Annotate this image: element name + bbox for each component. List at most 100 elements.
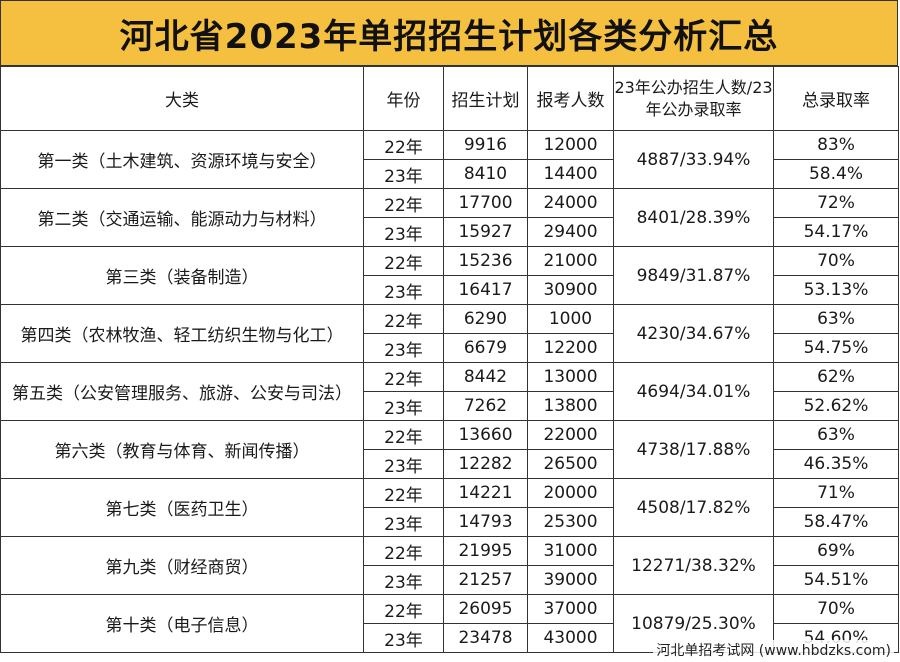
public-cell: 4738/17.88% bbox=[613, 420, 774, 479]
table-row: 第十类（电子信息） 22年 26095 37000 10879/25.30% 70% bbox=[0, 594, 899, 653]
rate-cell: 53.13% bbox=[773, 275, 899, 305]
public-cell: 8401/28.39% bbox=[613, 188, 774, 247]
header-public: 23年公办招生人数/23年公办录取率 bbox=[613, 66, 774, 131]
public-cell: 9849/31.87% bbox=[613, 246, 774, 305]
category-cell: 第一类（土木建筑、资源环境与安全） bbox=[0, 130, 364, 189]
enrollment-table: 大类 年份 招生计划 报考人数 23年公办招生人数/23年公办录取率 总录取率 … bbox=[0, 66, 899, 653]
plan-cell: 15236 bbox=[443, 246, 528, 276]
table-row: 第一类（土木建筑、资源环境与安全） 22年 9916 12000 4887/33.94%… bbox=[0, 130, 899, 189]
applicants-cell: 30900 bbox=[527, 275, 614, 305]
table-row: 第三类（装备制造） 22年 15236 21000 9849/31.87% 70% bbox=[0, 246, 899, 305]
plan-cell: 12282 bbox=[443, 449, 528, 479]
rate-cell: 62% bbox=[773, 362, 899, 392]
rate-cell: 70% bbox=[773, 594, 899, 624]
year-cell: 22年 bbox=[363, 130, 444, 160]
applicants-cell: 37000 bbox=[527, 594, 614, 624]
title-bar: 河北省2023年单招招生计划各类分析汇总 bbox=[0, 0, 898, 66]
category-cell: 第三类（装备制造） bbox=[0, 246, 364, 305]
table-row: 第五类（公安管理服务、旅游、公安与司法） 22年 8442 13000 4694/34.… bbox=[0, 362, 899, 421]
rate-cell: 54.75% bbox=[773, 333, 899, 363]
table-row: 第六类（教育与体育、新闻传播） 22年 13660 22000 4738/17.88% 6… bbox=[0, 420, 899, 479]
category-cell: 第十类（电子信息） bbox=[0, 594, 364, 653]
table-row: 23年 14793 25300 58.47% bbox=[1, 507, 899, 537]
category-cell: 第九类（财经商贸） bbox=[0, 536, 364, 595]
applicants-cell: 26500 bbox=[527, 449, 614, 479]
rate-cell: 54.51% bbox=[773, 565, 899, 595]
table-row: 23年 21257 39000 54.51% bbox=[1, 565, 899, 595]
year-cell: 23年 bbox=[363, 391, 444, 421]
year-cell: 22年 bbox=[363, 478, 444, 508]
table-body: 第一类（土木建筑、资源环境与安全） 22年 9916 12000 4887/33.94%… bbox=[0, 130, 899, 653]
year-cell: 23年 bbox=[363, 333, 444, 363]
applicants-cell: 31000 bbox=[527, 536, 614, 566]
applicants-cell: 13800 bbox=[527, 391, 614, 421]
year-cell: 23年 bbox=[363, 217, 444, 247]
applicants-cell: 22000 bbox=[527, 420, 614, 450]
plan-cell: 8410 bbox=[443, 159, 528, 189]
rate-cell: 71% bbox=[773, 478, 899, 508]
rate-cell: 63% bbox=[773, 420, 899, 450]
category-cell: 第四类（农林牧渔、轻工纺织生物与化工） bbox=[0, 304, 364, 363]
table-row: 23年 6679 12200 54.75% bbox=[1, 333, 899, 363]
applicants-cell: 12200 bbox=[527, 333, 614, 363]
rate-cell: 72% bbox=[773, 188, 899, 218]
year-cell: 22年 bbox=[363, 362, 444, 392]
applicants-cell: 13000 bbox=[527, 362, 614, 392]
year-cell: 22年 bbox=[363, 246, 444, 276]
table-row: 23年 7262 13800 52.62% bbox=[1, 391, 899, 421]
plan-cell: 15927 bbox=[443, 217, 528, 247]
header-plan: 招生计划 bbox=[443, 66, 528, 131]
page-title: 河北省2023年单招招生计划各类分析汇总 bbox=[119, 16, 779, 57]
rate-cell: 58.47% bbox=[773, 507, 899, 537]
year-cell: 23年 bbox=[363, 623, 444, 653]
rate-cell: 63% bbox=[773, 304, 899, 334]
applicants-cell: 43000 bbox=[527, 623, 614, 653]
year-cell: 22年 bbox=[363, 594, 444, 624]
plan-cell: 26095 bbox=[443, 594, 528, 624]
table-row: 23年 16417 30900 53.13% bbox=[1, 275, 899, 305]
applicants-cell: 39000 bbox=[527, 565, 614, 595]
applicants-cell: 21000 bbox=[527, 246, 614, 276]
table-row: 第九类（财经商贸） 22年 21995 31000 12271/38.32% 69% bbox=[0, 536, 899, 595]
table-row: 第二类（交通运输、能源动力与材料） 22年 17700 24000 8401/28.39… bbox=[0, 188, 899, 247]
rate-cell: 69% bbox=[773, 536, 899, 566]
public-cell: 12271/38.32% bbox=[613, 536, 774, 595]
category-cell: 第六类（教育与体育、新闻传播） bbox=[0, 420, 364, 479]
public-cell: 4887/33.94% bbox=[613, 130, 774, 189]
table-row: 23年 12282 26500 46.35% bbox=[1, 449, 899, 479]
rate-cell: 58.4% bbox=[773, 159, 899, 189]
year-cell: 23年 bbox=[363, 565, 444, 595]
year-cell: 23年 bbox=[363, 275, 444, 305]
plan-cell: 16417 bbox=[443, 275, 528, 305]
table-row: 第七类（医药卫生） 22年 14221 20000 4508/17.82% 71% bbox=[0, 478, 899, 537]
year-cell: 22年 bbox=[363, 304, 444, 334]
header-category: 大类 bbox=[0, 66, 364, 131]
applicants-cell: 1000 bbox=[527, 304, 614, 334]
year-cell: 22年 bbox=[363, 420, 444, 450]
plan-cell: 8442 bbox=[443, 362, 528, 392]
category-cell: 第二类（交通运输、能源动力与材料） bbox=[0, 188, 364, 247]
plan-cell: 17700 bbox=[443, 188, 528, 218]
rate-cell: 54.17% bbox=[773, 217, 899, 247]
category-cell: 第七类（医药卫生） bbox=[0, 478, 364, 537]
table-row: 23年 8410 14400 58.4% bbox=[1, 159, 899, 189]
year-cell: 23年 bbox=[363, 507, 444, 537]
year-cell: 22年 bbox=[363, 536, 444, 566]
year-cell: 23年 bbox=[363, 449, 444, 479]
year-cell: 22年 bbox=[363, 188, 444, 218]
category-cell: 第五类（公安管理服务、旅游、公安与司法） bbox=[0, 362, 364, 421]
table-row: 第四类（农林牧渔、轻工纺织生物与化工） 22年 6290 1000 4230/34.67… bbox=[0, 304, 899, 363]
applicants-cell: 14400 bbox=[527, 159, 614, 189]
plan-cell: 7262 bbox=[443, 391, 528, 421]
rate-cell: 46.35% bbox=[773, 449, 899, 479]
public-cell: 4508/17.82% bbox=[613, 478, 774, 537]
plan-cell: 23478 bbox=[443, 623, 528, 653]
applicants-cell: 24000 bbox=[527, 188, 614, 218]
plan-cell: 21257 bbox=[443, 565, 528, 595]
rate-cell: 83% bbox=[773, 130, 899, 160]
applicants-cell: 20000 bbox=[527, 478, 614, 508]
table-row: 23年 15927 29400 54.17% bbox=[1, 217, 899, 247]
public-cell: 4694/34.01% bbox=[613, 362, 774, 421]
applicants-cell: 29400 bbox=[527, 217, 614, 247]
